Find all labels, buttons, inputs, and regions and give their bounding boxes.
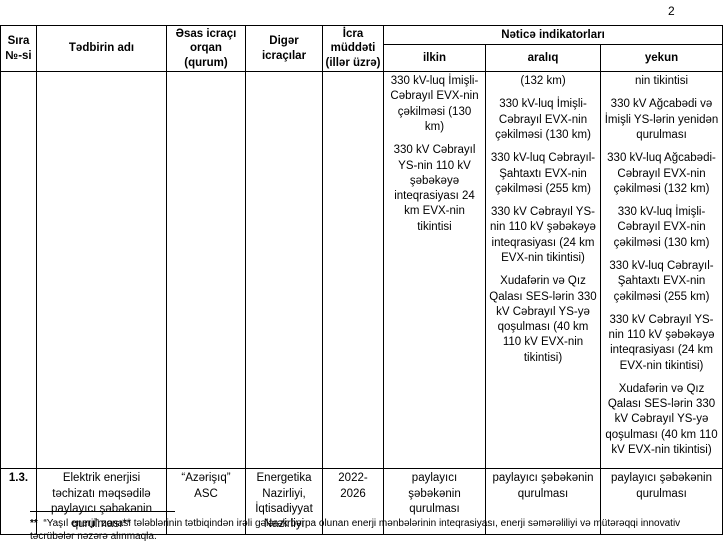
footnote-marker: ** <box>30 518 38 529</box>
table-header-row-top: Sıra №-si Tədbirin adı Əsas icraçı orqan… <box>0 24 724 73</box>
header-araliq: aralıq <box>485 43 601 73</box>
header-ilkin: ilkin <box>383 43 486 73</box>
indicator-paragraph: 330 kV-luq İmişli-Cəbrayıl EVX-nin çəkil… <box>613 206 710 249</box>
indicator-paragraph: 330 kV Cəbrayıl YS-nin 110 kV şəbəkəyə i… <box>490 206 596 264</box>
table-row-1-3: 1.3. Elektrik enerjisi təchizatı məqsədi… <box>0 468 724 536</box>
footnote: ** “Yaşıl enerji” zonası tələblərinin tə… <box>30 511 706 543</box>
indicator-paragraph: 330 kV Cəbrayıl YS-nin 110 kV şəbəkəyə i… <box>393 144 476 233</box>
cell-ilkin-continuation: 330 kV-luq İmişli-Cəbrayıl EVX-nin çəkil… <box>383 71 486 470</box>
cell-empty-tedbir <box>36 71 167 470</box>
footnote-separator <box>30 511 175 512</box>
action-plan-table: Sıra №-si Tədbirin adı Əsas icraçı orqan… <box>0 24 724 536</box>
indicator-paragraph: (132 km) <box>520 75 566 88</box>
indicator-paragraph: 330 kV-luq Cəbrayıl-Şahtaxtı EVX-nin çək… <box>609 259 714 303</box>
cell-empty-diger-icracilar <box>245 71 323 470</box>
cell-sira-no: 1.3. <box>0 468 37 536</box>
indicator-paragraph: 330 kV Ağcabədi və İmişli YS-lərin yenid… <box>604 98 719 141</box>
cell-empty-esas-icraci <box>166 71 246 470</box>
table-header-row-sub: ilkin aralıq yekun <box>1 43 724 73</box>
indicator-paragraph: 330 kV-luq Ağcabədi-Cəbrayıl EVX-nin çək… <box>607 152 716 195</box>
indicator-paragraph: 330 kV-luq İmişli-Cəbrayıl EVX-nin çəkil… <box>495 98 591 141</box>
cell-araliq-continuation: (132 km) 330 kV-luq İmişli-Cəbrayıl EVX-n… <box>485 71 601 470</box>
indicator-paragraph: 330 kV-luq İmişli-Cəbrayıl EVX-nin çəkil… <box>390 75 479 133</box>
cell-yekun-continuation: nin tikintisi 330 kV Ağcabədi və İmişli Y… <box>599 71 724 470</box>
cell-diger-icracilar: Energetika Nazirliyi, İqtisadiyyat Nazir… <box>245 468 323 536</box>
header-netice-indikatorlari: Nəticə indikatorları <box>382 25 724 45</box>
header-diger-icracilar: Digər icraçılar <box>245 24 323 73</box>
cell-esas-icraci: “Azərişıq” ASC <box>166 468 246 536</box>
cell-yekun-1-3: paylayıcı şəbəkənin qurulması <box>599 468 724 536</box>
cell-ilkin-1-3: paylayıcı şəbəkənin qurulması <box>383 468 486 536</box>
cell-icra-muddeti: 2022- 2026 <box>322 468 384 536</box>
header-yekun: yekun <box>599 43 724 73</box>
indicator-paragraph: nin tikintisi <box>634 75 689 88</box>
indicator-paragraph: 330 kV-luq Cəbrayıl- Şahtaxtı EVX-nin çə… <box>490 152 596 195</box>
footnote-text: ** “Yaşıl enerji” zonası tələblərinin tə… <box>30 518 706 543</box>
page-number: 2 <box>668 4 675 18</box>
header-esas-icraci-orqan: Əsas icraçı orqan (qurum) <box>166 24 246 73</box>
header-sira-no: Sıra №-si <box>0 24 37 73</box>
header-icra-muddeti: İcra müddəti (illər üzrə) <box>322 24 384 73</box>
cell-empty-icra-muddeti <box>322 71 384 470</box>
indicator-paragraph: Xudafərin və Qız Qalası SES-lərin 330 kV… <box>605 382 718 457</box>
table-row-continuation: 330 kV-luq İmişli-Cəbrayıl EVX-nin çəkil… <box>0 71 724 470</box>
header-tedbirin-adi: Tədbirin adı <box>36 24 167 73</box>
cell-empty-sira <box>0 71 37 470</box>
cell-araliq-1-3: paylayıcı şəbəkənin qurulması <box>485 468 601 536</box>
footnote-body: “Yaşıl enerji” zonası tələblərinin tətbi… <box>30 518 681 542</box>
indicator-paragraph: Xudafərin və Qız Qalası SES-lərin 330 kV… <box>489 275 597 364</box>
indicator-paragraph: 330 kV Cəbrayıl YS-nin 110 kV şəbəkəyə i… <box>608 313 715 372</box>
